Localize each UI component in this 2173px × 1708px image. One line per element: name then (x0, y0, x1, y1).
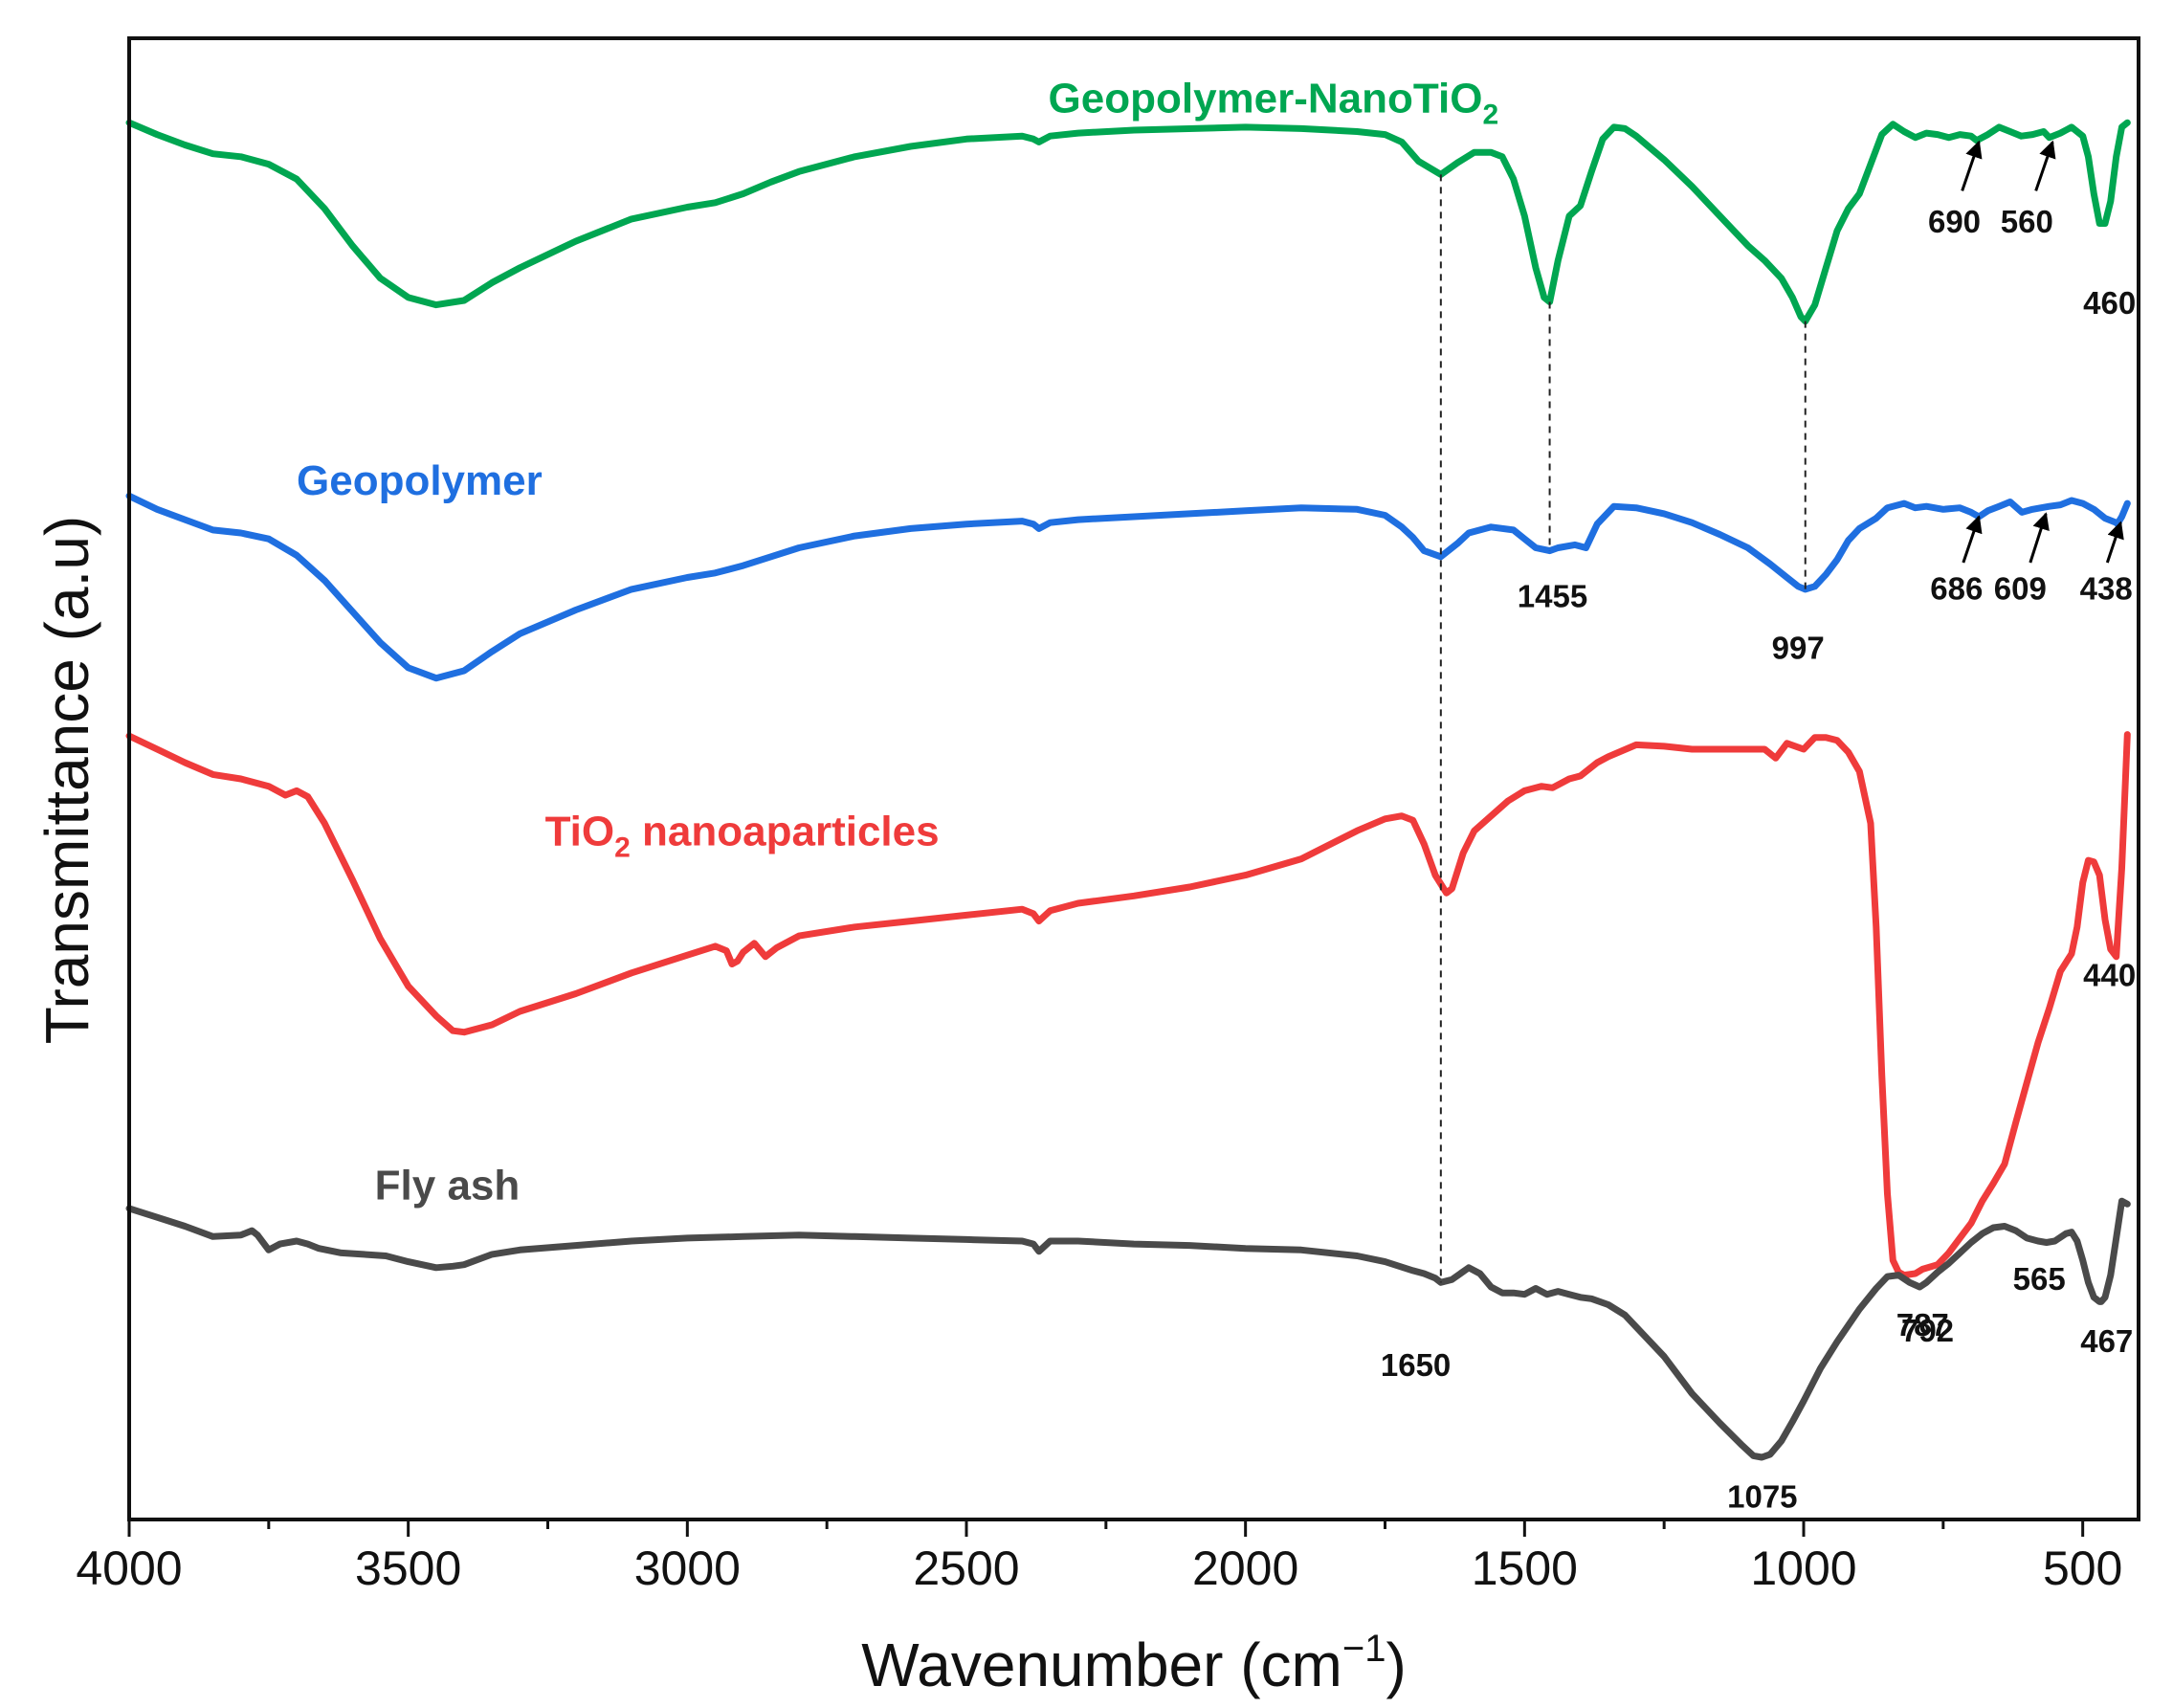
peak-label-565: 565 (2013, 1261, 2066, 1297)
series-label-main: Geopolymer-NanoTiO (1049, 75, 1483, 122)
peak-label-1075: 1075 (1727, 1479, 1797, 1515)
peak-label-467: 467 (2080, 1323, 2133, 1359)
peak-label-460: 460 (2083, 285, 2136, 321)
annotation-arrow-686 (1962, 515, 1983, 564)
x-tick-label: 3000 (634, 1542, 741, 1595)
x-tick-label: 1000 (1750, 1542, 1856, 1595)
peak-label-690: 690 (1928, 204, 1981, 239)
dashed-guide-layer (1439, 174, 1807, 1283)
series-label-main: Fly ash (375, 1163, 521, 1209)
x-axis-title-main: Wavenumber (cm (861, 1630, 1342, 1699)
series-line-geopolymer-nanotio2 (125, 119, 2131, 325)
peak-label-686: 686 (1930, 571, 1983, 607)
series-line-tio2-nanoaparticles (125, 731, 2131, 1279)
peak-label-997: 997 (1772, 631, 1825, 666)
series-label-geopolymer-nanotio2: Geopolymer-NanoTiO2 (1049, 75, 1499, 130)
y-axis-title: Transmittance (a.u) (33, 516, 101, 1044)
series-label-tio2-nanoaparticles: TiO2 nanoaparticles (545, 809, 940, 864)
peak-label-440: 440 (2083, 958, 2136, 993)
series-label-subscript: 2 (1482, 99, 1498, 130)
x-axis-title-sup: −1 (1342, 1628, 1386, 1670)
peak-label-792: 792 (1901, 1313, 1954, 1348)
annotation-arrow-438 (2105, 521, 2124, 564)
peak-label-438: 438 (2080, 571, 2133, 607)
series-label-main: TiO (545, 809, 615, 855)
x-axis-title-close: ) (1386, 1630, 1406, 1699)
x-tick-label: 2500 (913, 1542, 1019, 1595)
x-axis-ticks: 4000 3500 3000 2500 2000 1500 1000 500 (76, 1519, 2122, 1595)
plot-frame (127, 36, 2140, 1521)
series-layer (125, 119, 2131, 1461)
peak-label-787: 787 (1896, 1307, 1949, 1342)
peak-label-1455: 1455 (1518, 578, 1587, 613)
series-label-rest: nanoaparticles (631, 809, 940, 855)
series-line-fly-ash (125, 1197, 2131, 1461)
series-label-geopolymer: Geopolymer (297, 457, 543, 504)
series-label-fly-ash: Fly ash (375, 1163, 521, 1209)
annotation-layer: 690 560 460 1455 997 686 609 438 440 787 1650 565 79… (1381, 140, 2136, 1515)
annotation-arrow-609 (2029, 512, 2050, 564)
x-tick-label: 500 (2043, 1542, 2122, 1595)
annotation-arrow-560 (2034, 140, 2056, 191)
x-tick-label: 3500 (355, 1542, 461, 1595)
x-tick-label: 4000 (76, 1542, 182, 1595)
peak-label-609: 609 (1994, 571, 2047, 607)
peak-label-1650: 1650 (1381, 1347, 1451, 1383)
x-tick-label: 2000 (1192, 1542, 1298, 1595)
annotation-arrow-690 (1961, 140, 1983, 191)
series-label-subscript: 2 (614, 832, 631, 864)
x-tick-label: 1500 (1472, 1542, 1578, 1595)
series-label-main: Geopolymer (297, 457, 543, 504)
x-axis-title: Wavenumber (cm−1) (861, 1628, 1407, 1699)
series-line-geopolymer (125, 492, 2131, 682)
peak-label-560: 560 (2001, 204, 2053, 239)
